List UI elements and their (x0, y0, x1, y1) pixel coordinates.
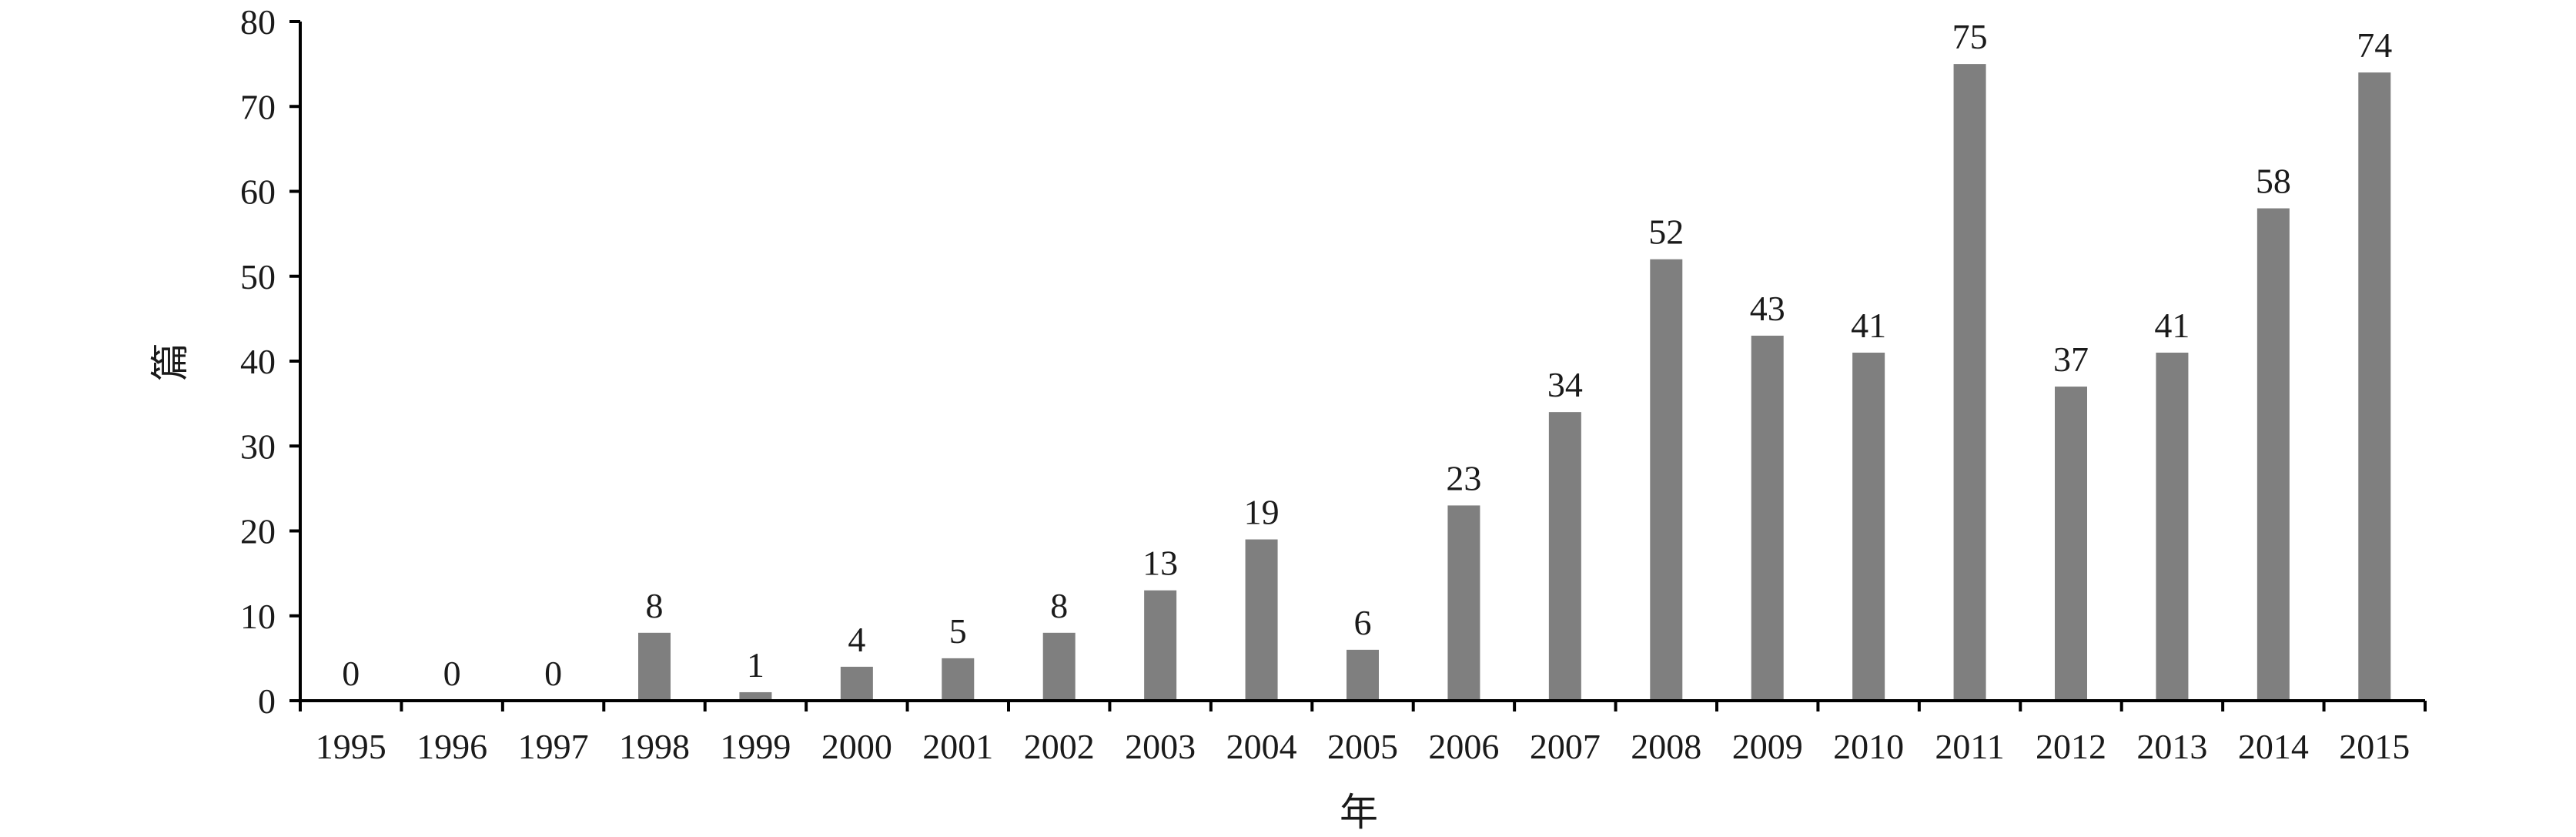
y-axis-title: 篇 (149, 343, 192, 381)
x-tick-label: 2015 (2339, 727, 2410, 766)
x-tick-label: 2008 (1631, 727, 1701, 766)
x-tick-label: 1996 (417, 727, 487, 766)
data-label-2005: 6 (1354, 603, 1372, 642)
x-tick-label: 2010 (1833, 727, 1904, 766)
data-label-2011: 75 (1952, 17, 1988, 56)
x-tick-label: 2006 (1428, 727, 1499, 766)
data-label-2001: 5 (949, 611, 967, 651)
y-tick-label: 20 (240, 512, 276, 551)
x-tick-label: 1999 (720, 727, 791, 766)
data-label-2000: 4 (848, 620, 865, 659)
x-tick-label: 2013 (2136, 727, 2207, 766)
data-label-1995: 0 (342, 654, 360, 693)
data-label-2006: 23 (1446, 458, 1481, 497)
bar-1999 (739, 691, 772, 701)
data-label-2003: 13 (1142, 544, 1178, 583)
data-label-2004: 19 (1244, 493, 1280, 532)
bar-2009 (1751, 335, 1784, 701)
data-label-2014: 58 (2256, 162, 2291, 201)
x-tick-label: 2003 (1125, 727, 1196, 766)
x-tick-label: 2002 (1024, 727, 1095, 766)
x-tick-label: 1997 (518, 727, 589, 766)
y-tick-label: 40 (240, 342, 276, 381)
bar-2001 (942, 658, 975, 701)
bar-1998 (638, 632, 671, 701)
x-tick-label: 2012 (2036, 727, 2106, 766)
x-tick-label: 2005 (1327, 727, 1398, 766)
bar-2012 (2055, 387, 2087, 701)
x-tick-label: 2009 (1732, 727, 1803, 766)
x-tick-label: 1998 (619, 727, 690, 766)
data-label-1999: 1 (747, 645, 764, 685)
x-tick-label: 2007 (1530, 727, 1601, 766)
data-label-2010: 41 (1851, 306, 1886, 345)
bar-2003 (1144, 590, 1177, 701)
y-tick-label: 50 (240, 257, 276, 296)
x-tick-label: 2004 (1226, 727, 1297, 766)
data-label-2008: 52 (1648, 213, 1684, 252)
bar-2013 (2156, 352, 2189, 701)
x-tick-label: 1995 (316, 727, 386, 766)
bar-2002 (1042, 632, 1076, 701)
x-tick-label: 2014 (2238, 727, 2309, 766)
data-label-1997: 0 (544, 654, 562, 693)
x-axis-ticks: 1995 1996 1997 1998 1999 2000 2001 2002 2003 2004… (299, 701, 2427, 766)
bar-2015 (2358, 72, 2391, 701)
data-label-2007: 34 (1547, 365, 1583, 404)
y-tick-label: 30 (240, 427, 276, 466)
bar-2010 (1852, 352, 1885, 701)
data-label-1996: 0 (443, 654, 461, 693)
bar-2000 (840, 666, 873, 701)
x-axis-title: 年 (1340, 791, 1378, 834)
data-label-2002: 8 (1050, 586, 1068, 625)
bar-2007 (1548, 412, 1581, 701)
bar-2006 (1447, 505, 1480, 701)
y-tick-label: 0 (258, 681, 276, 721)
data-label-2009: 43 (1750, 289, 1785, 328)
y-tick-label: 60 (240, 172, 276, 212)
data-label-2013: 41 (2154, 306, 2190, 345)
x-tick-label: 2001 (922, 727, 993, 766)
data-label-2015: 74 (2357, 25, 2392, 65)
data-label-1998: 8 (646, 586, 664, 625)
x-tick-label: 2011 (1935, 727, 2004, 766)
data-label-2012: 37 (2053, 340, 2089, 379)
y-tick-label: 80 (240, 2, 276, 42)
bar-2008 (1650, 259, 1683, 701)
y-tick-label: 10 (240, 597, 276, 636)
bar-2005 (1347, 649, 1379, 701)
bars (638, 64, 2391, 701)
bar-2011 (1953, 64, 1986, 701)
bar-2014 (2257, 208, 2290, 701)
x-tick-label: 2000 (821, 727, 892, 766)
y-tick-label: 70 (240, 87, 276, 126)
y-axis-ticks: 0 10 20 30 40 50 60 70 80 (240, 2, 300, 721)
bar-2004 (1245, 539, 1278, 701)
